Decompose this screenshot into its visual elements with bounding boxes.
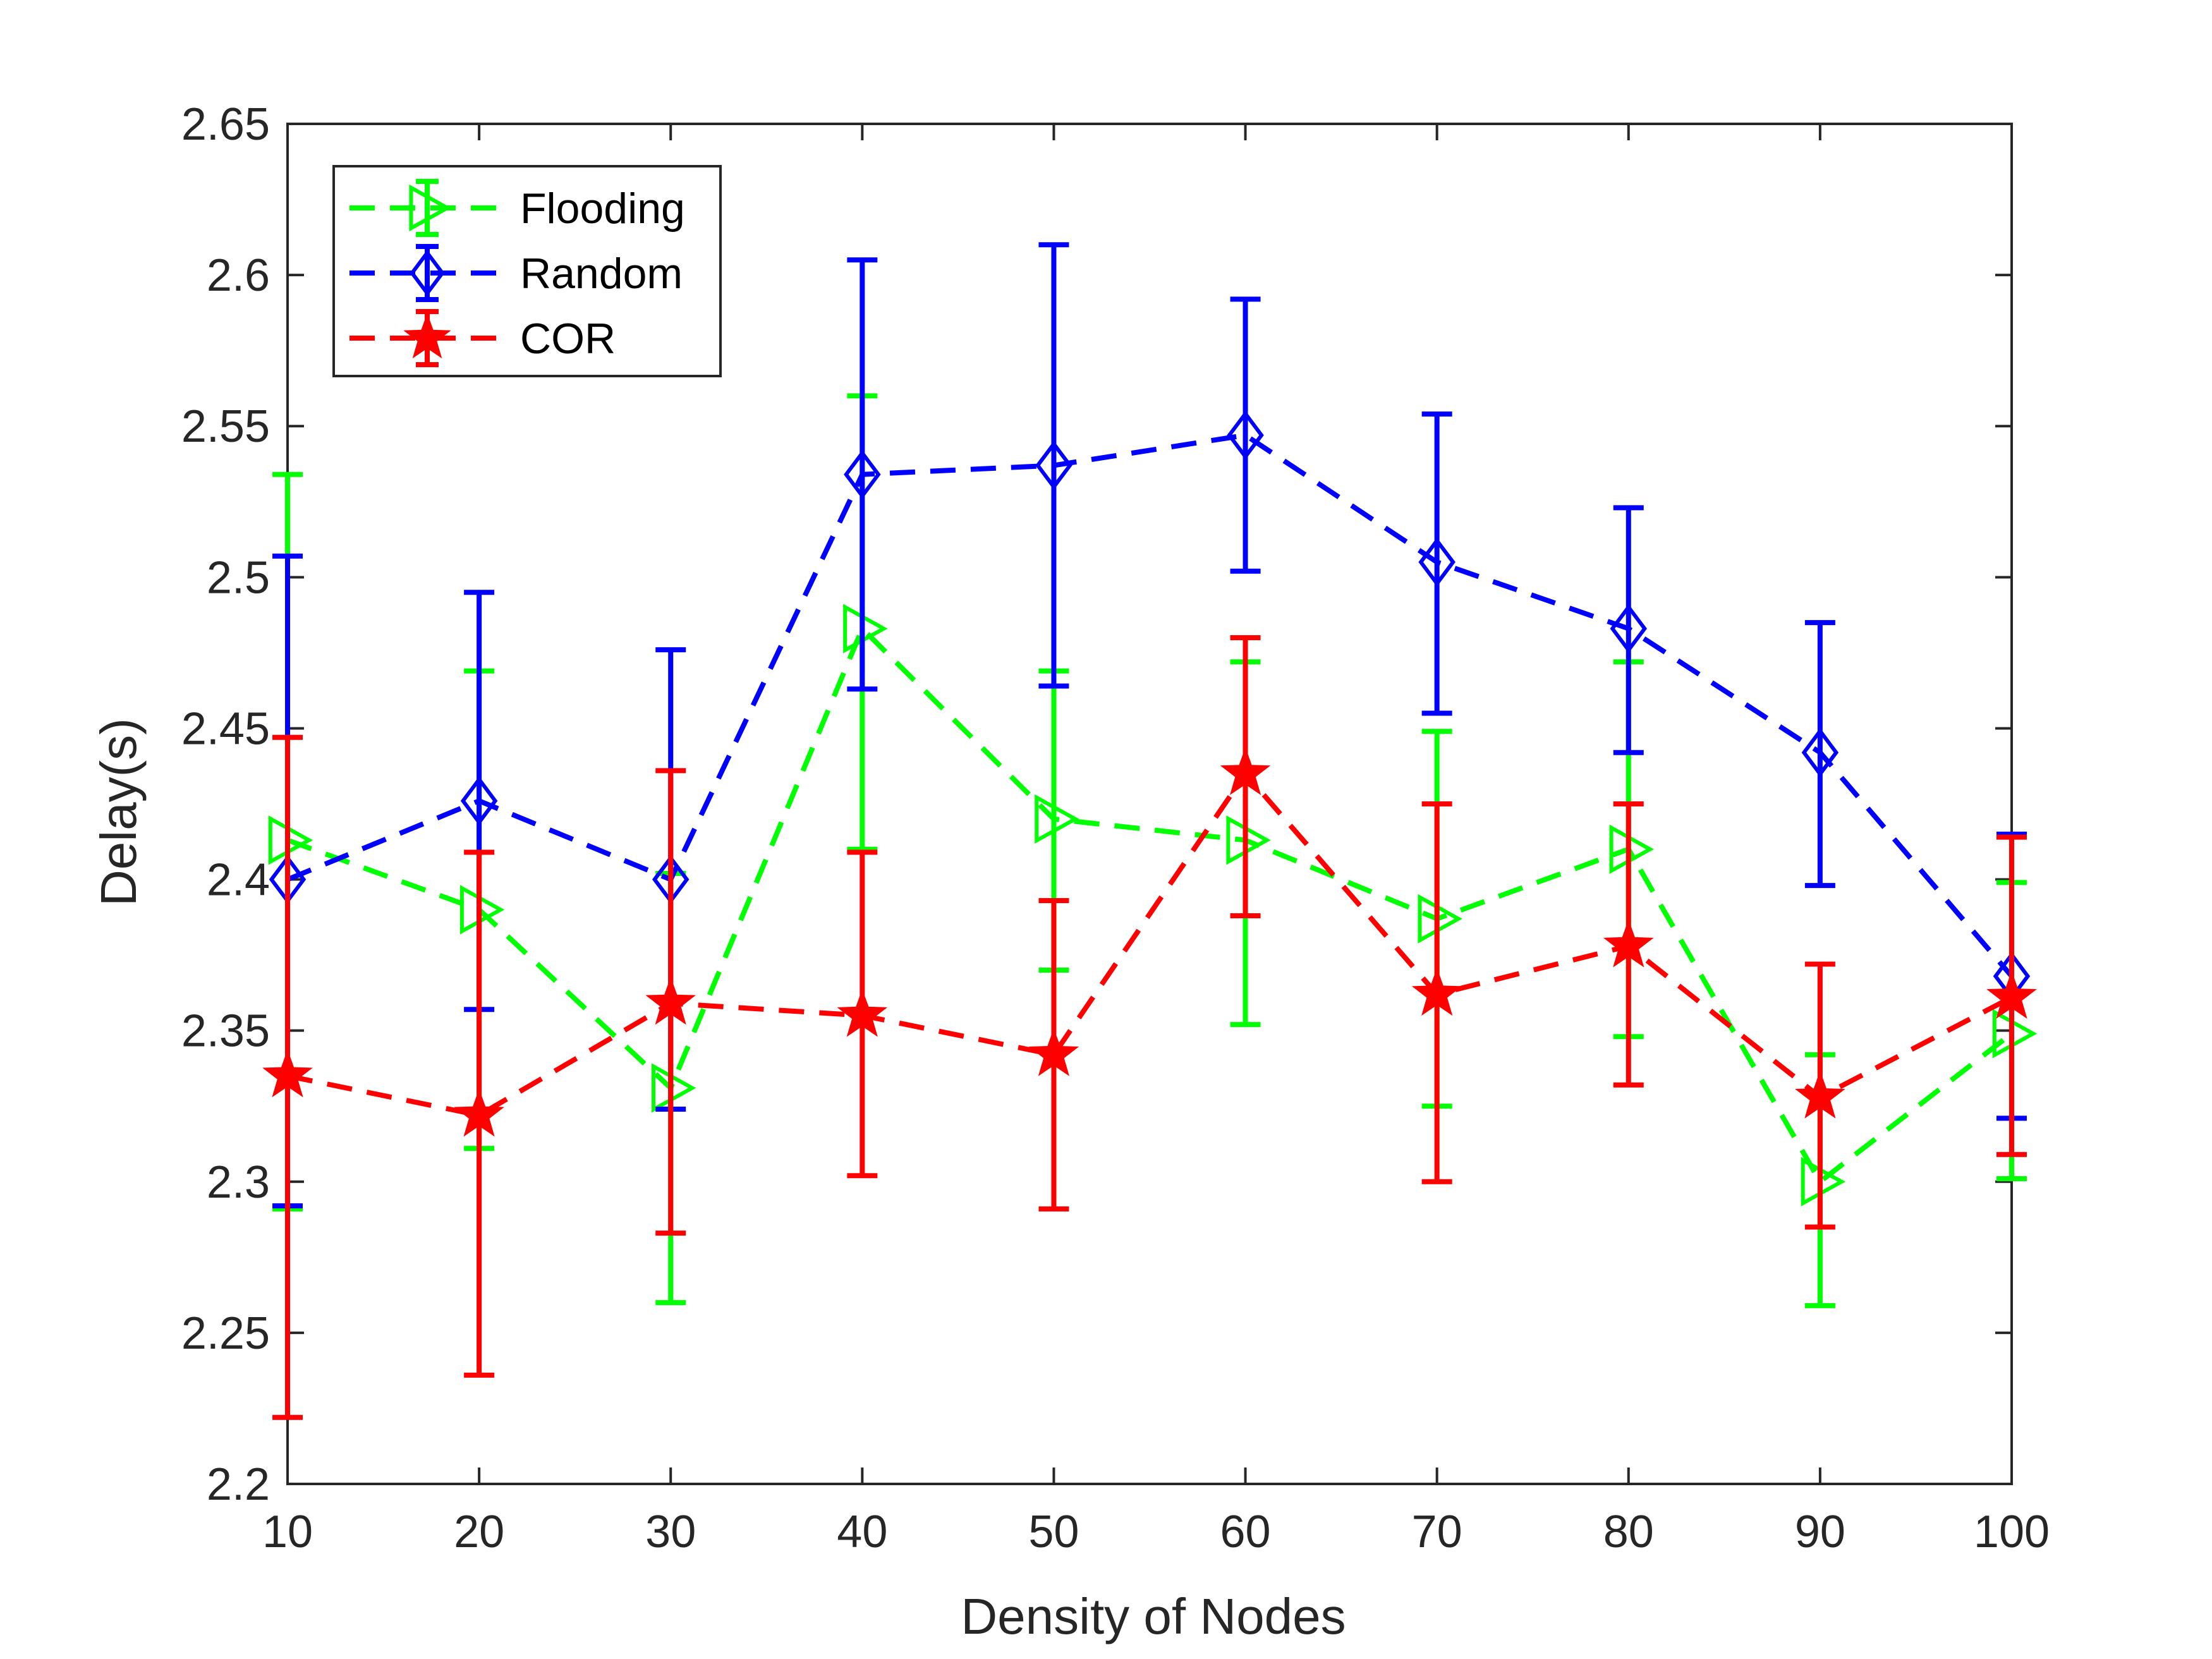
x-tick-label: 70 — [1412, 1507, 1462, 1557]
legend-item-cor: COR — [349, 309, 616, 367]
series-line-cor — [287, 769, 2013, 1118]
data-point-cor — [1603, 919, 1654, 968]
x-tick-label: 100 — [1974, 1507, 2050, 1557]
y-tick-label: 2.5 — [207, 552, 270, 603]
y-tick-label: 2.25 — [181, 1308, 270, 1359]
data-point-cor — [645, 976, 696, 1025]
data-point-random — [1801, 727, 1839, 777]
data-point-random — [460, 776, 498, 826]
y-tick-label: 2.45 — [181, 703, 270, 754]
legend: Flooding Random COR — [332, 165, 722, 377]
legend-label-cor: COR — [520, 315, 616, 363]
legend-marker-flooding — [409, 184, 452, 232]
data-point-cor — [1795, 1070, 1845, 1119]
y-tick-label: 2.4 — [207, 855, 270, 906]
x-axis-label: Density of Nodes — [961, 1588, 1346, 1644]
x-tick-label: 30 — [645, 1507, 696, 1557]
x-tick-label: 90 — [1795, 1507, 1845, 1557]
legend-marker-random — [410, 250, 445, 296]
y-tick-label: 2.35 — [181, 1006, 270, 1057]
x-tick-label: 60 — [1220, 1507, 1271, 1557]
y-tick-label: 2.55 — [181, 401, 270, 452]
data-point-random — [844, 449, 881, 499]
legend-item-random: Random — [349, 244, 683, 302]
y-tick-label: 2.2 — [207, 1459, 270, 1510]
data-point-random — [1227, 410, 1264, 460]
y-tick-label: 2.65 — [181, 99, 270, 150]
data-point-flooding — [1035, 794, 1079, 844]
data-point-cor — [262, 1049, 313, 1098]
y-axis-label: Delay(s) — [90, 718, 147, 906]
data-point-random — [1035, 441, 1073, 490]
x-tick-label: 10 — [262, 1507, 313, 1557]
data-point-cor — [1986, 971, 2037, 1019]
legend-marker-cor — [403, 313, 451, 359]
data-point-random — [1418, 537, 1455, 587]
series-cor — [262, 635, 2037, 1420]
data-point-cor — [1411, 968, 1462, 1016]
legend-label-flooding: Flooding — [520, 185, 685, 233]
legend-item-flooding: Flooding — [349, 179, 685, 237]
data-point-cor — [837, 988, 888, 1037]
series-line-random — [286, 432, 2014, 978]
x-tick-label: 20 — [454, 1507, 504, 1557]
data-point-cor — [1220, 747, 1271, 796]
y-tick-label: 2.3 — [207, 1157, 270, 1208]
data-point-cor — [1028, 1028, 1079, 1076]
data-point-random — [1610, 604, 1648, 653]
x-tick-label: 50 — [1028, 1507, 1079, 1557]
series-line-flooding — [286, 624, 2014, 1186]
data-point-cor — [454, 1088, 504, 1137]
y-tick-label: 2.6 — [207, 250, 270, 301]
legend-label-random: Random — [520, 250, 683, 298]
x-tick-label: 40 — [837, 1507, 887, 1557]
x-tick-label: 80 — [1603, 1507, 1654, 1557]
